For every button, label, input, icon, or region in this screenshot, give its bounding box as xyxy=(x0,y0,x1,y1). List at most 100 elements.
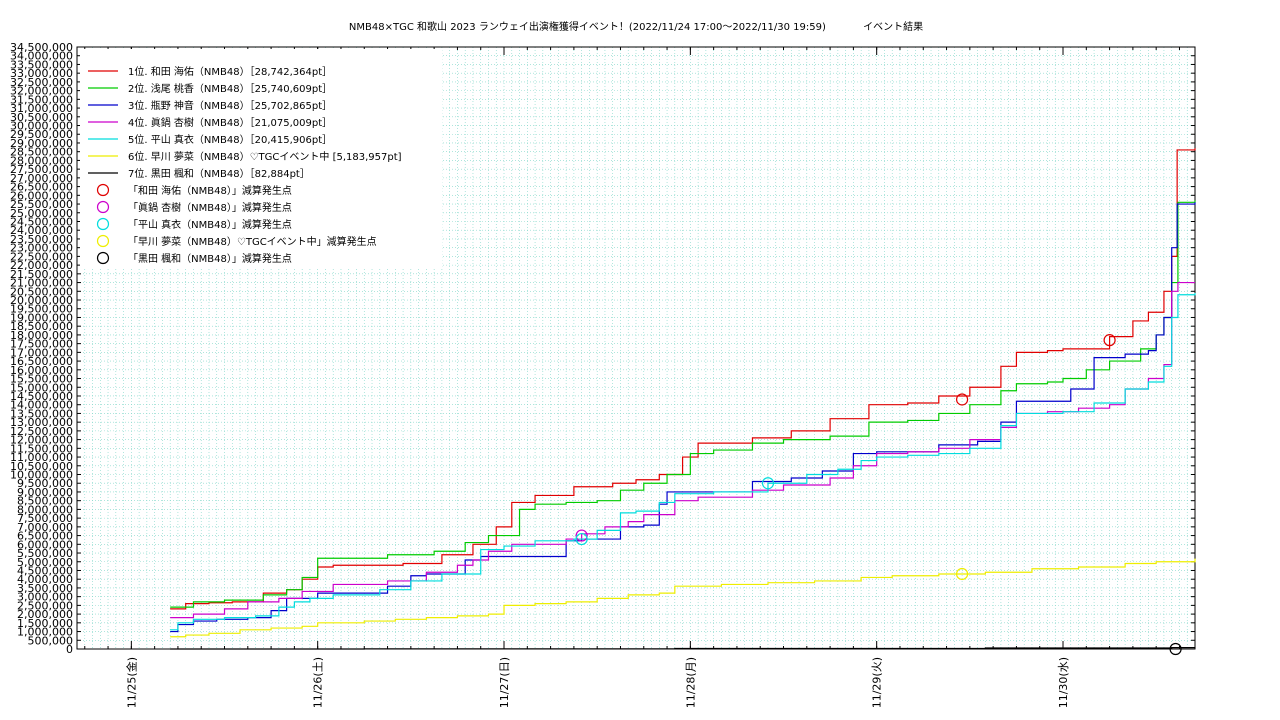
y-tick-label: 18,000,000 xyxy=(10,329,73,342)
x-tick-label: 11/26(土) xyxy=(312,657,325,708)
y-tick-label: 11,500,000 xyxy=(10,442,73,455)
marker-point-4 xyxy=(955,567,969,581)
y-tick-label: 29,000,000 xyxy=(10,137,73,150)
y-tick-label: 9,500,000 xyxy=(17,477,73,490)
legend-label-series-6: 6位. 早川 夢菜（NMB48）♡TGCイベント中 [5,183,957pt] xyxy=(128,150,402,163)
marker-point-3 xyxy=(575,532,588,546)
y-tick-label: 25,000,000 xyxy=(10,207,73,220)
y-tick-label: 26,000,000 xyxy=(10,189,73,202)
axes: 0500,0001,000,0001,500,0002,000,0002,500… xyxy=(10,41,1196,708)
y-tick-label: 1,000,000 xyxy=(17,626,73,639)
y-tick-label: 32,000,000 xyxy=(10,85,73,98)
y-tick-label: 13,500,000 xyxy=(10,407,73,420)
y-tick-label: 7,500,000 xyxy=(17,512,73,525)
y-tick-label: 5,500,000 xyxy=(17,547,73,560)
y-tick-label: 15,000,000 xyxy=(10,381,73,394)
y-tick-label: 25,500,000 xyxy=(10,198,73,211)
legend-label-series-1: 1位. 和田 海佑（NMB48）［28,742,364pt］ xyxy=(128,65,332,78)
marker-point-1 xyxy=(1103,334,1116,347)
y-tick-label: 30,000,000 xyxy=(10,120,73,133)
y-tick-label: 22,000,000 xyxy=(10,259,73,272)
y-tick-label: 20,000,000 xyxy=(10,294,73,307)
series-line-5 xyxy=(170,293,1196,631)
x-tick-label: 11/28(月) xyxy=(684,657,697,708)
series-lines xyxy=(170,148,1196,650)
legend-label-series-5: 5位. 平山 真衣（NMB48）［20,415,906pt］ xyxy=(128,133,332,146)
y-tick-label: 1,500,000 xyxy=(17,617,73,630)
series-line-7 xyxy=(170,647,1196,650)
y-tick-label: 14,500,000 xyxy=(10,390,73,403)
y-tick-label: 10,000,000 xyxy=(10,469,73,482)
y-tick-label: 15,500,000 xyxy=(10,373,73,386)
y-tick-label: 30,500,000 xyxy=(10,111,73,124)
y-tick-label: 29,500,000 xyxy=(10,128,73,141)
legend-label-marker-4: 「早川 夢菜（NMB48）♡TGCイベント中」減算発生点 xyxy=(128,235,377,248)
marker-point-5 xyxy=(1169,642,1182,656)
y-tick-label: 24,500,000 xyxy=(10,215,73,228)
chart-subtitle: イベント結果 xyxy=(863,20,923,33)
y-tick-label: 12,500,000 xyxy=(10,425,73,438)
legend-label-marker-3: 「平山 真衣（NMB48）」減算発生点 xyxy=(128,218,292,231)
chart-title: NMB48×TGC 和歌山 2023 ランウェイ出演権獲得イベント！(2022/… xyxy=(349,20,923,33)
chart-title-main: NMB48×TGC 和歌山 2023 ランウェイ出演権獲得イベント！(2022/… xyxy=(349,20,826,33)
y-tick-label: 11,000,000 xyxy=(10,451,73,464)
y-tick-label: 3,500,000 xyxy=(17,582,73,595)
legend-label-marker-2: 「眞鍋 杏樹（NMB48）」減算発生点 xyxy=(128,201,292,214)
series-line-1 xyxy=(170,148,1196,610)
y-tick-label: 28,500,000 xyxy=(10,146,73,159)
y-tick-label: 23,500,000 xyxy=(10,233,73,246)
series-line-4 xyxy=(170,281,1195,619)
legend-swatch-marker xyxy=(96,234,110,248)
y-tick-label: 31,000,000 xyxy=(10,102,73,115)
y-tick-label: 19,500,000 xyxy=(10,303,73,316)
y-tick-label: 9,000,000 xyxy=(17,486,73,499)
y-tick-label: 21,500,000 xyxy=(10,268,73,281)
y-tick-label: 3,000,000 xyxy=(17,591,73,604)
y-tick-label: 16,000,000 xyxy=(10,364,73,377)
legend-swatch-marker xyxy=(96,200,110,214)
y-tick-label: 0 xyxy=(66,643,73,656)
legend-label-marker-1: 「和田 海佑（NMB48）」減算発生点 xyxy=(128,184,292,197)
y-tick-label: 18,500,000 xyxy=(10,320,73,333)
x-tick-label: 11/25(金) xyxy=(124,657,138,708)
y-tick-label: 32,500,000 xyxy=(10,76,73,89)
y-tick-label: 2,000,000 xyxy=(17,608,73,621)
y-tick-label: 19,000,000 xyxy=(10,311,73,324)
legend: 1位. 和田 海佑（NMB48）［28,742,364pt］ 2位. 浅尾 桃香（… xyxy=(80,49,442,267)
y-tick-label: 7,000,000 xyxy=(17,521,73,534)
series-line-3 xyxy=(170,202,1196,633)
legend-label-series-2: 2位. 浅尾 桃香（NMB48）［25,740,609pt］ xyxy=(128,82,332,95)
y-tick-label: 20,500,000 xyxy=(10,285,73,298)
y-tick-label: 26,500,000 xyxy=(10,181,73,194)
legend-swatch-marker xyxy=(96,183,110,197)
y-tick-label: 6,500,000 xyxy=(17,530,73,543)
series-line-6 xyxy=(170,558,1196,638)
y-tick-label: 27,000,000 xyxy=(10,172,73,185)
legend-label-series-7: 7位. 黒田 楓和（NMB48）［82,884pt］ xyxy=(128,167,310,180)
y-tick-label: 31,500,000 xyxy=(10,93,73,106)
y-tick-label: 14,000,000 xyxy=(10,399,73,412)
y-tick-label: 23,000,000 xyxy=(10,242,73,255)
series-line-2 xyxy=(170,200,1196,608)
y-tick-label: 34,000,000 xyxy=(10,50,73,63)
y-tick-label: 33,500,000 xyxy=(10,58,73,71)
x-tick-label: 11/27(日) xyxy=(498,657,511,708)
marker-point-2 xyxy=(575,529,588,542)
y-tick-label: 10,500,000 xyxy=(10,460,73,473)
legend-label-series-3: 3位. 瓶野 神音（NMB48）［25,702,865pt］ xyxy=(128,99,332,112)
y-tick-label: 27,500,000 xyxy=(10,163,73,176)
y-tick-label: 5,000,000 xyxy=(17,556,73,569)
y-tick-label: 6,000,000 xyxy=(17,538,73,551)
y-tick-label: 24,000,000 xyxy=(10,224,73,237)
legend-label-series-4: 4位. 眞鍋 杏樹（NMB48）［21,075,009pt］ xyxy=(128,116,332,129)
legend-swatch-marker xyxy=(96,217,110,231)
marker-point-1 xyxy=(955,393,969,406)
y-tick-label: 17,000,000 xyxy=(10,346,73,359)
y-tick-label: 13,000,000 xyxy=(10,416,73,429)
y-tick-label: 21,000,000 xyxy=(10,277,73,290)
y-tick-label: 22,500,000 xyxy=(10,250,73,263)
y-tick-label: 8,000,000 xyxy=(17,503,73,516)
legend-box xyxy=(80,49,442,267)
